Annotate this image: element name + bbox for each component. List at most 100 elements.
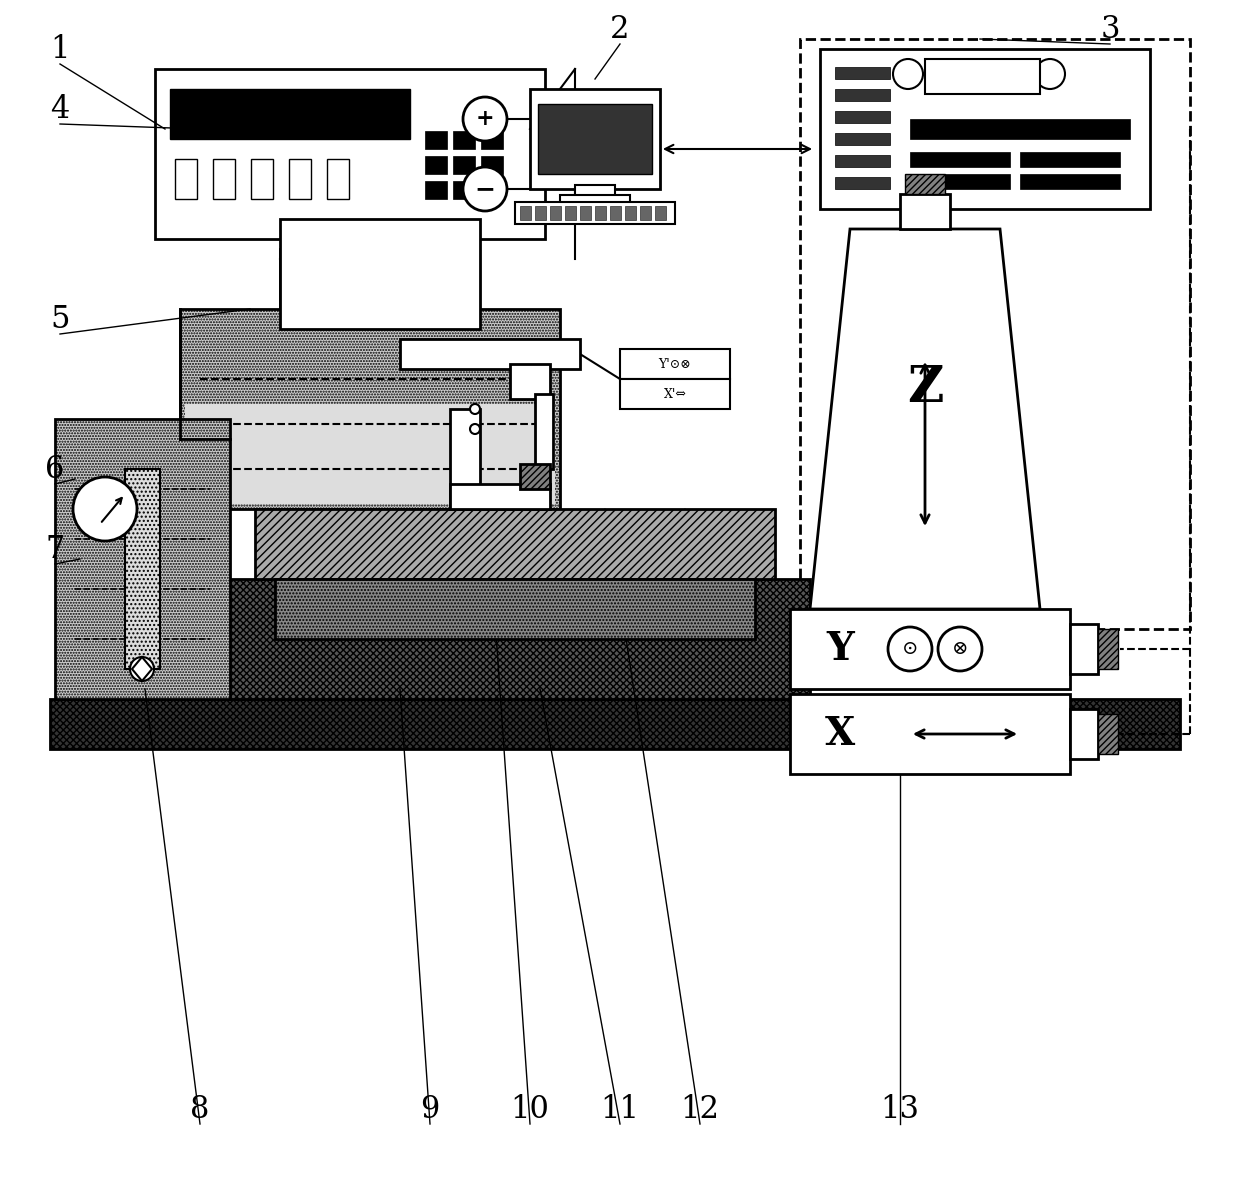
Text: 9: 9 [420, 1094, 440, 1125]
Bar [551, 206, 560, 220]
Bar [790, 609, 1070, 688]
Bar [453, 156, 475, 174]
Bar [905, 174, 945, 194]
Bar [900, 194, 950, 229]
Circle shape [937, 627, 982, 671]
Bar [250, 159, 273, 199]
Text: ⊙: ⊙ [901, 640, 918, 658]
Circle shape [470, 404, 480, 414]
Bar [450, 484, 551, 509]
Circle shape [130, 658, 154, 681]
Circle shape [463, 97, 507, 141]
Bar [655, 206, 666, 220]
Bar [790, 694, 1070, 774]
Bar [280, 219, 480, 329]
Bar [213, 159, 236, 199]
Circle shape [1035, 59, 1065, 89]
Text: 8: 8 [190, 1094, 210, 1125]
Bar [575, 185, 615, 197]
Bar [453, 181, 475, 199]
Circle shape [888, 627, 932, 671]
Bar [175, 159, 197, 199]
Bar [910, 119, 1130, 139]
Bar [515, 202, 675, 224]
Bar [481, 131, 503, 149]
Text: X'⇔: X'⇔ [663, 388, 687, 401]
Bar [170, 89, 410, 139]
Text: 1: 1 [51, 33, 69, 64]
Bar [610, 206, 621, 220]
Bar [820, 49, 1149, 209]
Bar [185, 404, 556, 504]
Bar [55, 419, 229, 699]
Bar [800, 39, 1190, 629]
Bar [534, 206, 546, 220]
Text: 13: 13 [880, 1094, 920, 1125]
Circle shape [893, 59, 923, 89]
Bar [925, 59, 1040, 94]
Bar [481, 181, 503, 199]
Bar [1021, 174, 1120, 189]
Bar [453, 131, 475, 149]
Bar [835, 177, 890, 189]
Bar [280, 249, 365, 629]
Bar [625, 206, 636, 220]
Bar [425, 156, 446, 174]
Bar [425, 131, 446, 149]
Bar [125, 468, 160, 669]
Bar [529, 89, 660, 189]
Bar [289, 159, 311, 199]
Bar [620, 350, 730, 379]
Text: 10: 10 [511, 1094, 549, 1125]
Bar [275, 579, 755, 638]
Bar [580, 206, 591, 220]
Text: 12: 12 [681, 1094, 719, 1125]
Bar [835, 133, 890, 145]
Circle shape [463, 166, 507, 210]
Bar [595, 206, 606, 220]
Bar [560, 195, 630, 207]
Bar [835, 89, 890, 101]
Bar [1021, 152, 1120, 166]
Bar [1070, 709, 1097, 759]
Bar [327, 159, 348, 199]
Bar [219, 579, 810, 699]
Bar [1070, 624, 1097, 674]
Bar [450, 409, 480, 509]
Polygon shape [131, 658, 153, 681]
Bar [1097, 629, 1118, 669]
Bar [835, 111, 890, 122]
Bar [520, 206, 531, 220]
Bar [835, 67, 890, 78]
Bar [401, 339, 580, 369]
Circle shape [73, 477, 136, 541]
Bar [835, 155, 890, 166]
Bar [255, 509, 775, 579]
Text: +: + [476, 108, 495, 130]
Text: 7: 7 [46, 534, 64, 565]
Text: 6: 6 [46, 453, 64, 484]
Text: Y'⊙⊗: Y'⊙⊗ [658, 358, 692, 371]
Bar [481, 156, 503, 174]
Bar [520, 464, 551, 489]
Bar [425, 181, 446, 199]
Text: 11: 11 [600, 1094, 640, 1125]
Text: 3: 3 [1100, 13, 1120, 44]
Bar [640, 206, 651, 220]
Bar [910, 152, 1011, 166]
Bar [565, 206, 577, 220]
Circle shape [470, 424, 480, 434]
Bar [534, 394, 553, 468]
Polygon shape [810, 229, 1040, 609]
Bar [180, 309, 560, 509]
Text: −: − [475, 177, 496, 201]
Text: 4: 4 [51, 94, 69, 125]
Text: Y: Y [826, 630, 854, 668]
Bar [1097, 715, 1118, 754]
Bar [510, 364, 551, 400]
Bar [50, 699, 1180, 749]
Text: X: X [825, 715, 856, 753]
Bar [620, 379, 730, 409]
Text: Z: Z [906, 365, 944, 414]
Text: ⊗: ⊗ [952, 640, 968, 658]
